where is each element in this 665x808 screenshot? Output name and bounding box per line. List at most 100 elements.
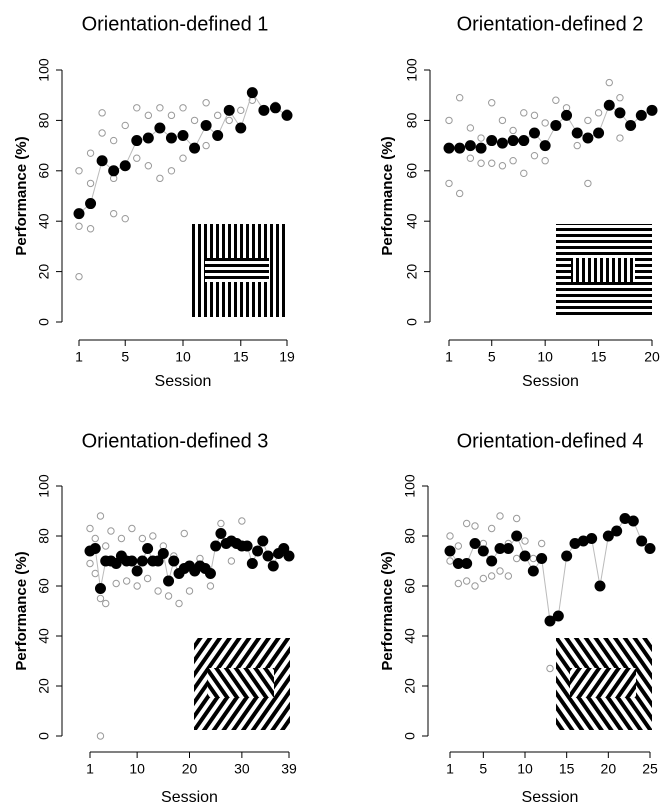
mean-point [528, 127, 540, 139]
x-tick-label: 15 [233, 349, 249, 365]
individual-point [179, 154, 187, 162]
individual-point [573, 141, 581, 150]
mean-point [486, 135, 498, 147]
mean-point [486, 555, 498, 567]
mean-point [502, 543, 514, 554]
individual-point [462, 519, 471, 528]
individual-point [605, 78, 613, 87]
chart-title: Orientation-defined 4 [457, 430, 644, 452]
mean-point [594, 580, 606, 592]
mean-point [561, 550, 573, 562]
mean-point [110, 558, 122, 569]
mean-point [281, 109, 293, 121]
individual-point [498, 162, 507, 170]
y-tick-label: 100 [404, 58, 420, 82]
mean-point [511, 530, 523, 542]
individual-point [144, 162, 153, 170]
individual-point [86, 149, 95, 157]
individual-point [96, 732, 105, 740]
y-tick-label: 0 [404, 318, 420, 326]
individual-point [86, 225, 95, 233]
individual-point [541, 157, 549, 165]
individual-point [512, 514, 521, 523]
mean-point [475, 142, 487, 154]
mean-point [165, 132, 177, 144]
individual-point [144, 111, 153, 120]
x-axis-label: Session [522, 373, 579, 390]
individual-point [86, 559, 94, 568]
mean-point [611, 525, 623, 537]
individual-point [512, 554, 521, 563]
mean-point [267, 560, 279, 572]
individual-point [164, 592, 173, 600]
x-tick-label: 1 [75, 349, 83, 365]
mean-point [257, 535, 269, 547]
individual-point [128, 524, 136, 533]
mean-point [646, 104, 658, 116]
mean-point [163, 575, 175, 587]
mean-point [644, 543, 656, 554]
individual-point [487, 572, 496, 580]
y-tick-label: 0 [402, 732, 418, 740]
y-tick-label: 80 [36, 112, 52, 128]
individual-point [530, 151, 539, 160]
mean-point [212, 130, 224, 142]
individual-point [445, 179, 453, 188]
chart-title: Orientation-defined 1 [82, 13, 269, 35]
x-tick-label: 1 [445, 349, 453, 365]
individual-point [616, 134, 624, 142]
mean-point [461, 558, 473, 569]
mean-point [539, 140, 551, 152]
mean-point [550, 119, 562, 131]
individual-point [213, 111, 222, 120]
individual-point [455, 189, 464, 198]
x-tick-label: 10 [517, 761, 533, 777]
y-tick-label: 0 [36, 318, 52, 326]
individual-point [149, 532, 157, 540]
individual-point [86, 179, 95, 188]
individual-point [496, 512, 504, 520]
individual-point [175, 599, 183, 608]
individual-point [91, 534, 99, 543]
x-tick-label: 10 [537, 349, 553, 365]
individual-point [138, 534, 147, 543]
y-tick-label: 60 [36, 163, 52, 179]
individual-point [202, 141, 210, 150]
mean-point [241, 540, 253, 552]
mean-point [131, 135, 143, 147]
mean-point [119, 160, 131, 172]
individual-point [466, 154, 475, 162]
y-axis-label: Performance (%) [379, 551, 396, 670]
mean-point [627, 515, 639, 527]
mean-point [189, 142, 201, 154]
individual-point [509, 126, 517, 135]
y-axis-label: Performance (%) [13, 136, 30, 255]
individual-point [466, 124, 475, 132]
individual-point [206, 582, 215, 590]
mean-point [131, 565, 143, 577]
y-tick-label: 20 [402, 678, 418, 694]
x-tick-label: 10 [175, 349, 191, 365]
individual-point [102, 542, 110, 550]
mean-point [89, 543, 101, 554]
mean-point [252, 545, 264, 557]
mean-point [246, 558, 258, 569]
mean-point [278, 543, 290, 554]
mean-point [544, 615, 556, 627]
y-tick-label: 40 [36, 213, 52, 229]
mean-point [603, 99, 615, 111]
y-tick-label: 80 [36, 528, 52, 544]
y-axis-label: Performance (%) [13, 551, 30, 670]
y-tick-label: 40 [404, 213, 420, 229]
individual-point [98, 109, 106, 117]
individual-point [179, 104, 187, 112]
mean-point [262, 550, 274, 562]
individual-point [237, 106, 245, 115]
individual-point [75, 272, 83, 281]
stimulus-inset [556, 638, 652, 730]
mean-point [246, 87, 258, 99]
individual-point [180, 529, 188, 538]
y-axis-label: Performance (%) [379, 136, 396, 255]
mean-point [625, 119, 637, 131]
mean-point [527, 565, 539, 577]
